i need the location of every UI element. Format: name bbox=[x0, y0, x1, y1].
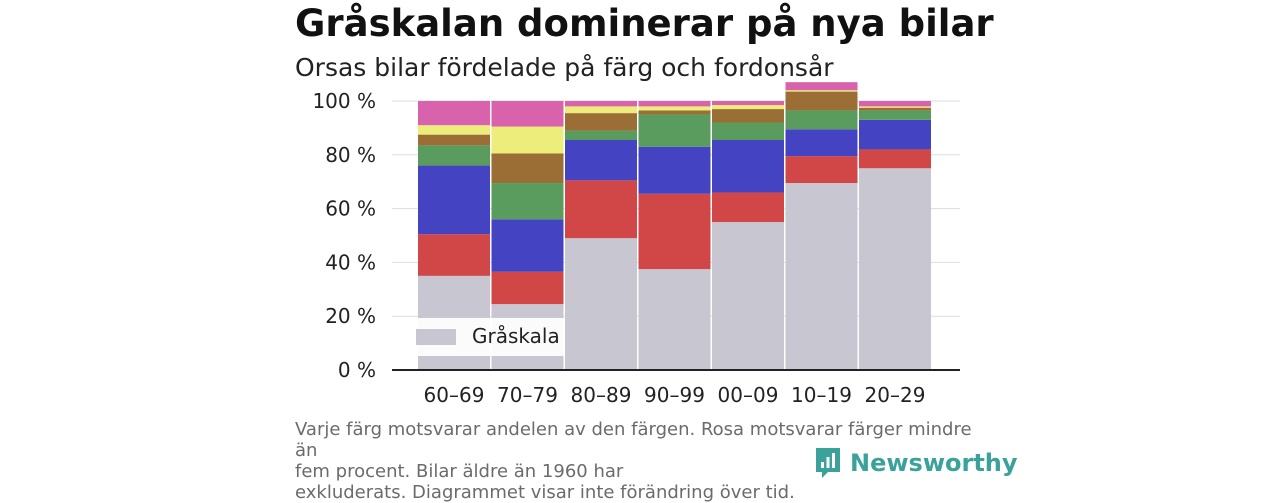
y-tick-label: 20 % bbox=[325, 304, 376, 328]
legend-label: Gråskala bbox=[472, 324, 560, 348]
bar-segment bbox=[785, 183, 858, 370]
chart-title: Gråskalan dominerar på nya bilar bbox=[295, 2, 994, 45]
bar-segment bbox=[785, 90, 858, 92]
bar-segment bbox=[565, 101, 637, 107]
y-tick-label: 100 % bbox=[312, 89, 376, 113]
newsworthy-logo-icon bbox=[816, 448, 840, 478]
brand-name: Newsworthy bbox=[850, 449, 1018, 477]
bar-segment bbox=[418, 145, 490, 166]
bar-segment bbox=[491, 271, 564, 305]
bar-segment bbox=[785, 129, 858, 157]
bar-segment bbox=[785, 82, 858, 91]
bar-segment bbox=[418, 165, 490, 235]
bar-segment bbox=[712, 192, 784, 223]
x-tick-label: 90–99 bbox=[644, 383, 705, 407]
bar-segment bbox=[418, 134, 490, 146]
bar-segment bbox=[638, 269, 711, 370]
bar-segment bbox=[785, 156, 858, 184]
axes: 0 % 20 % 40 % 60 % 80 % 100 % 60–69 70–79 80–89 9… bbox=[312, 89, 960, 407]
bar-segment bbox=[418, 101, 490, 126]
bar-segment bbox=[859, 149, 931, 169]
bar-segment bbox=[491, 153, 564, 184]
x-tick-label: 70–79 bbox=[497, 383, 558, 407]
bar-segment bbox=[638, 106, 711, 111]
bar-segment bbox=[785, 110, 858, 130]
bar-segment bbox=[638, 146, 711, 194]
bar-segment bbox=[785, 91, 858, 111]
footnote-line: Varje färg motsvarar andelen av den färg… bbox=[295, 419, 972, 461]
bar-segment bbox=[565, 106, 637, 114]
y-tick-label: 60 % bbox=[325, 197, 376, 221]
bar-segment bbox=[565, 113, 637, 131]
y-tick-label: 40 % bbox=[325, 250, 376, 274]
bar-segment bbox=[491, 101, 564, 127]
bar-segment bbox=[565, 130, 637, 141]
y-tick-label: 0 % bbox=[338, 358, 376, 382]
bar-segment bbox=[712, 109, 784, 123]
y-tick-label: 80 % bbox=[325, 143, 376, 167]
bar-segment bbox=[638, 101, 711, 107]
bar-segment bbox=[712, 101, 784, 106]
bar-segment bbox=[638, 193, 711, 270]
x-tick-label: 80–89 bbox=[571, 383, 632, 407]
x-tick-label: 00–09 bbox=[718, 383, 779, 407]
brand-logo: Newsworthy bbox=[814, 446, 1018, 480]
stacked-bar-chart: 0 % 20 % 40 % 60 % 80 % 100 % 60–69 70–79 80–89 9… bbox=[312, 82, 960, 407]
x-tick-label: 20–29 bbox=[865, 383, 926, 407]
chart-subtitle: Orsas bilar fördelade på färg och fordon… bbox=[295, 53, 834, 82]
bar-segment bbox=[712, 140, 784, 193]
bar-segment bbox=[565, 238, 637, 370]
bar-segment bbox=[859, 101, 931, 107]
bar-segment bbox=[491, 183, 564, 220]
bar-segment bbox=[491, 126, 564, 154]
bar-segment bbox=[565, 140, 637, 181]
legend-swatch bbox=[416, 329, 456, 345]
legend: Gråskala bbox=[405, 318, 565, 356]
bar-segment bbox=[491, 219, 564, 272]
x-tick-label: 10–19 bbox=[791, 383, 852, 407]
legend-box bbox=[405, 318, 565, 356]
bar-segment bbox=[859, 119, 931, 150]
footnote-line: exkluderats. Diagrammet visar inte förän… bbox=[295, 482, 795, 503]
bar-segment bbox=[712, 222, 784, 370]
bar-segment bbox=[712, 122, 784, 141]
x-tick-label: 60–69 bbox=[424, 383, 485, 407]
bar-segment bbox=[418, 125, 490, 135]
bar-segment bbox=[859, 168, 931, 370]
bar-segment bbox=[418, 234, 490, 276]
bar-segment bbox=[712, 105, 784, 110]
bar-segment bbox=[638, 114, 711, 147]
bar-segment bbox=[859, 110, 931, 120]
bar-segment bbox=[859, 107, 931, 111]
bar-segment bbox=[859, 106, 931, 108]
bar-segment bbox=[565, 180, 637, 239]
bar-segment bbox=[638, 110, 711, 115]
footnote-line: fem procent. Bilar äldre än 1960 har bbox=[295, 461, 624, 482]
